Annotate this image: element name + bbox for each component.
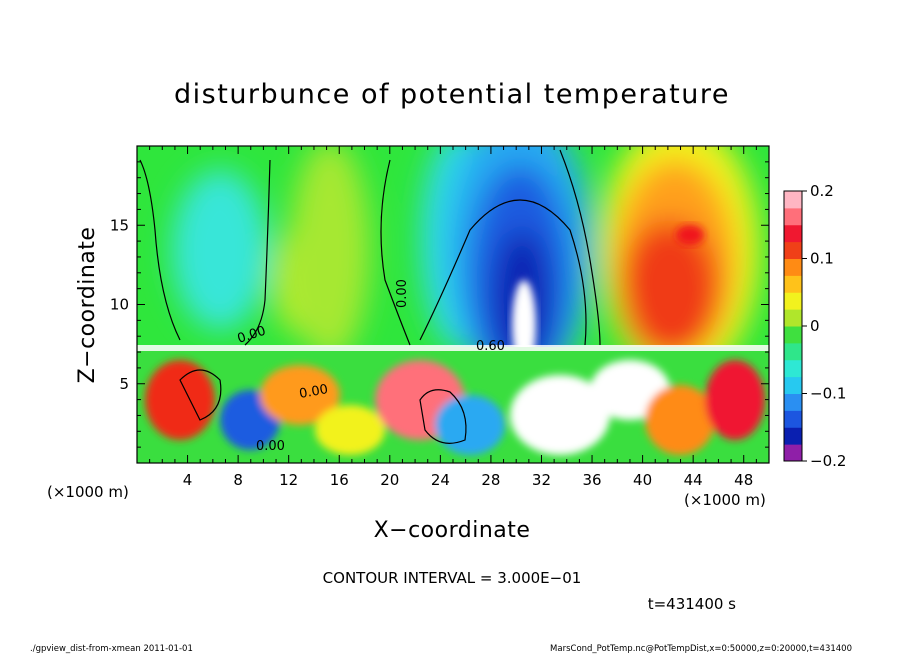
heatmap-field <box>137 146 769 463</box>
y-tick-label: 10 <box>110 296 129 314</box>
contour-label: 0.00 <box>298 382 329 402</box>
x-tick-label: 20 <box>380 471 399 489</box>
colorbar-segment <box>784 207 802 226</box>
colorbar-segment <box>784 359 802 378</box>
x-tick-label: 4 <box>183 471 193 489</box>
colorbar-segment <box>784 258 802 276</box>
colorbar-tick-label: −0.2 <box>810 452 846 470</box>
time-stamp: t=431400 s <box>648 595 736 613</box>
colorbar-tick-label: 0 <box>810 317 820 335</box>
x-axis-unit: (×1000 m) <box>684 491 766 509</box>
contour-label: 0.60 <box>476 339 505 354</box>
x-tick-label: 8 <box>233 471 243 489</box>
contour-label: 0.00 <box>395 279 410 308</box>
x-axis-label: X−coordinate <box>374 518 531 543</box>
x-tick-label: 12 <box>279 471 298 489</box>
x-tick-label: 32 <box>532 471 551 489</box>
chart-title: disturbunce of potential temperature <box>174 79 730 110</box>
colorbar-segment <box>784 309 802 327</box>
colorbar-tick-label: 0.1 <box>810 250 834 268</box>
colorbar-segment <box>784 224 802 243</box>
colorbar-segment <box>784 376 802 394</box>
colorbar-segment <box>784 292 802 310</box>
x-axis: 4 8 12 16 20 24 28 32 36 40 44 48 <box>149 146 757 489</box>
colorbar-tick-label: 0.2 <box>810 182 834 200</box>
x-tick-label: 44 <box>684 471 703 489</box>
x-tick-label: 40 <box>633 471 652 489</box>
y-tick-label: 15 <box>110 216 129 234</box>
contour-interval-note: CONTOUR INTERVAL = 3.000E−01 <box>323 569 582 587</box>
x-tick-label: 28 <box>481 471 500 489</box>
footer-right: MarsCond_PotTemp.nc@PotTempDist,x=0:5000… <box>550 644 852 654</box>
y-axis-unit: (×1000 m) <box>47 483 129 501</box>
y-tick-label: 5 <box>119 375 129 393</box>
colorbar-segment <box>784 275 802 293</box>
colorbar-segment <box>784 410 802 428</box>
footer-left: ./gpview_dist-from-xmean 2011-01-01 <box>30 644 193 654</box>
colorbar-segment <box>784 427 802 445</box>
colorbar-segment <box>784 241 802 259</box>
colorbar-ticks: 0.2 0.1 0 −0.1 −0.2 <box>802 182 846 470</box>
colorbar-segment <box>784 342 802 361</box>
y-axis: 5 10 15 <box>110 161 769 448</box>
colorbar-segment <box>784 191 802 209</box>
colorbar-segment <box>784 326 802 344</box>
y-axis-label: Z−coordinate <box>75 227 100 384</box>
colorbar-segment <box>784 444 802 462</box>
x-tick-label: 36 <box>582 471 601 489</box>
colorbar-tick-label: −0.1 <box>810 385 846 403</box>
contour-label: 0.00 <box>256 439 285 454</box>
x-tick-label: 24 <box>431 471 450 489</box>
x-tick-label: 16 <box>330 471 349 489</box>
colorbar-segment <box>784 393 802 411</box>
x-tick-label: 48 <box>734 471 753 489</box>
colorbar <box>783 190 803 462</box>
